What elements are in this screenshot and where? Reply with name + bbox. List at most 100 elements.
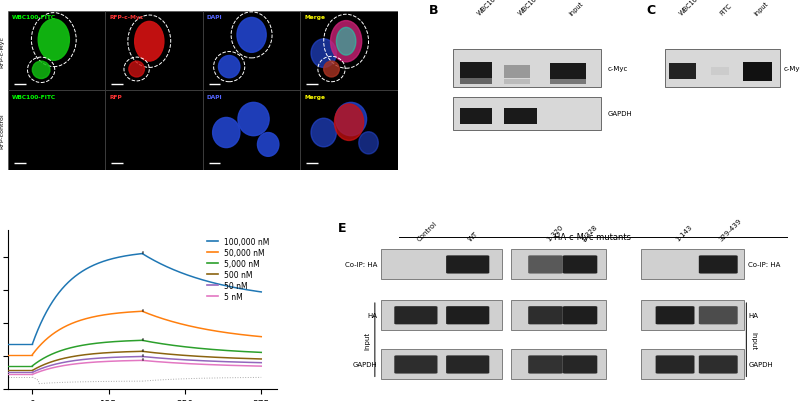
Bar bbox=[106, 91, 203, 170]
FancyBboxPatch shape bbox=[528, 356, 562, 374]
Bar bbox=[300, 91, 398, 170]
Text: RFP: RFP bbox=[110, 94, 122, 99]
Text: c-Myc: c-Myc bbox=[784, 66, 800, 72]
Text: HA: HA bbox=[749, 312, 758, 318]
Text: E: E bbox=[338, 221, 346, 234]
FancyBboxPatch shape bbox=[446, 306, 490, 324]
Text: Co-IP: HA: Co-IP: HA bbox=[345, 261, 377, 267]
Text: GAPDH: GAPDH bbox=[352, 361, 377, 367]
Text: RFP-c-Myc: RFP-c-Myc bbox=[110, 15, 143, 20]
Ellipse shape bbox=[336, 28, 356, 56]
Bar bbox=[460, 109, 493, 124]
Text: 1-143: 1-143 bbox=[675, 223, 694, 242]
Text: c-Myc: c-Myc bbox=[607, 66, 628, 72]
FancyBboxPatch shape bbox=[562, 306, 598, 324]
FancyBboxPatch shape bbox=[656, 306, 694, 324]
Bar bbox=[382, 349, 502, 379]
Ellipse shape bbox=[311, 119, 336, 148]
Bar bbox=[550, 80, 586, 85]
Bar bbox=[511, 300, 606, 330]
Ellipse shape bbox=[129, 62, 145, 78]
Bar bbox=[504, 109, 537, 124]
Text: RFP-control: RFP-control bbox=[0, 113, 4, 149]
FancyBboxPatch shape bbox=[528, 306, 562, 324]
Ellipse shape bbox=[311, 40, 336, 68]
Ellipse shape bbox=[324, 62, 339, 78]
Ellipse shape bbox=[218, 57, 240, 79]
Text: Merge: Merge bbox=[304, 94, 326, 99]
Ellipse shape bbox=[358, 132, 378, 154]
Bar bbox=[641, 349, 744, 379]
Bar bbox=[460, 79, 493, 85]
Text: RFP-c-Myc: RFP-c-Myc bbox=[0, 36, 4, 68]
Bar bbox=[641, 249, 744, 279]
FancyBboxPatch shape bbox=[528, 256, 562, 274]
Text: WBC100+WBC100-FITC: WBC100+WBC100-FITC bbox=[517, 0, 577, 17]
Bar bbox=[300, 12, 398, 91]
FancyBboxPatch shape bbox=[562, 356, 598, 374]
Ellipse shape bbox=[238, 103, 269, 136]
Text: DAPI: DAPI bbox=[206, 94, 222, 99]
Text: Control: Control bbox=[416, 220, 438, 242]
Text: Input: Input bbox=[365, 331, 370, 349]
Bar bbox=[8, 12, 106, 91]
Text: HA: HA bbox=[367, 312, 377, 318]
Ellipse shape bbox=[32, 62, 50, 79]
Text: WBC100-FITC: WBC100-FITC bbox=[12, 15, 56, 20]
Bar bbox=[203, 12, 300, 91]
Bar bbox=[453, 97, 601, 131]
Ellipse shape bbox=[213, 118, 240, 148]
FancyBboxPatch shape bbox=[699, 356, 738, 374]
Text: Input: Input bbox=[750, 331, 757, 349]
Text: Input: Input bbox=[568, 0, 584, 17]
Text: Input: Input bbox=[798, 61, 800, 77]
FancyBboxPatch shape bbox=[656, 356, 694, 374]
Bar bbox=[8, 91, 106, 170]
Bar bbox=[670, 64, 696, 80]
Text: 1-328: 1-328 bbox=[580, 223, 598, 242]
FancyBboxPatch shape bbox=[699, 306, 738, 324]
Ellipse shape bbox=[335, 103, 366, 136]
Bar bbox=[460, 63, 493, 79]
Legend: 100,000 nM, 50,000 nM, 5,000 nM, 500 nM, 50 nM, 5 nM: 100,000 nM, 50,000 nM, 5,000 nM, 500 nM,… bbox=[204, 235, 273, 304]
FancyBboxPatch shape bbox=[562, 256, 598, 274]
Bar bbox=[511, 349, 606, 379]
Bar bbox=[666, 50, 780, 88]
Text: B: B bbox=[429, 4, 438, 17]
Ellipse shape bbox=[334, 105, 364, 141]
Text: FITC: FITC bbox=[718, 3, 733, 17]
Text: 1-320: 1-320 bbox=[546, 223, 564, 242]
Text: GAPDH: GAPDH bbox=[607, 111, 632, 117]
FancyBboxPatch shape bbox=[394, 306, 438, 324]
Ellipse shape bbox=[330, 22, 362, 63]
Bar bbox=[511, 249, 606, 279]
Bar bbox=[504, 66, 530, 79]
Ellipse shape bbox=[258, 133, 279, 157]
Text: GAPDH: GAPDH bbox=[749, 361, 774, 367]
Text: HA-c-Myc mutants: HA-c-Myc mutants bbox=[554, 232, 631, 241]
Text: Input: Input bbox=[754, 0, 770, 17]
Bar bbox=[504, 80, 530, 85]
Text: WBC100-FITC: WBC100-FITC bbox=[678, 0, 714, 17]
Bar bbox=[203, 91, 300, 170]
Ellipse shape bbox=[38, 20, 70, 61]
Bar bbox=[382, 300, 502, 330]
Text: WBC100-FITC: WBC100-FITC bbox=[476, 0, 512, 17]
Text: Co-IP: HA: Co-IP: HA bbox=[749, 261, 781, 267]
Text: Merge: Merge bbox=[304, 15, 326, 20]
Bar bbox=[106, 12, 203, 91]
Ellipse shape bbox=[134, 22, 164, 62]
Text: WT: WT bbox=[468, 230, 480, 242]
Text: DAPI: DAPI bbox=[206, 15, 222, 20]
FancyBboxPatch shape bbox=[699, 256, 738, 274]
Bar bbox=[453, 50, 601, 88]
Bar bbox=[641, 300, 744, 330]
Text: 329-439: 329-439 bbox=[718, 217, 743, 242]
Bar bbox=[742, 63, 772, 82]
Bar bbox=[710, 67, 730, 75]
FancyBboxPatch shape bbox=[446, 356, 490, 374]
Bar bbox=[382, 249, 502, 279]
Text: C: C bbox=[646, 4, 656, 17]
Ellipse shape bbox=[237, 18, 266, 53]
FancyBboxPatch shape bbox=[446, 256, 490, 274]
